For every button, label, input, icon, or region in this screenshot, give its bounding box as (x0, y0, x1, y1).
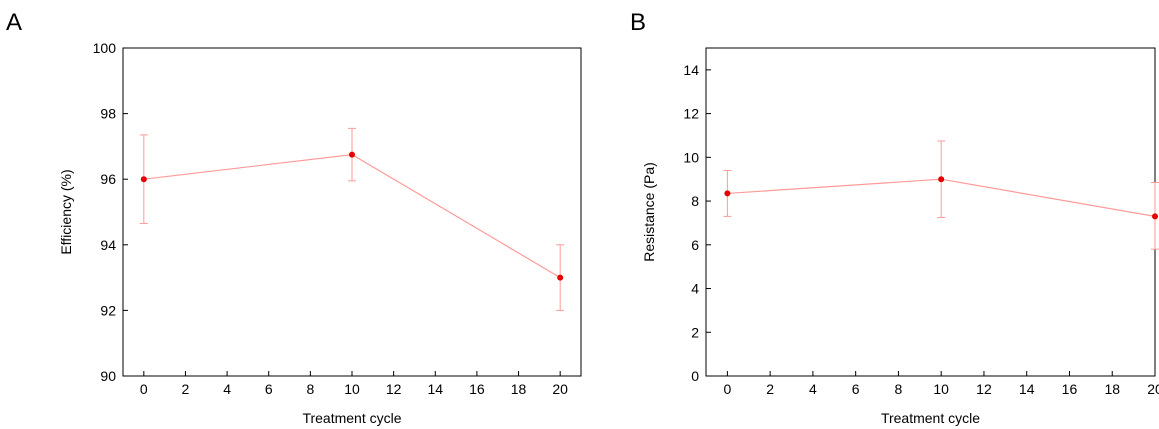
x-tick-label: 8 (895, 381, 903, 397)
y-tick-label: 96 (100, 171, 116, 187)
panel-a: A 0 2 4 6 8 10 12 14 16 18 20 90 92 94 96 98 100 Treatme… (6, 9, 582, 426)
plot-frame (705, 47, 1156, 377)
y-tick-label: 6 (691, 237, 699, 253)
y-tick-label: 4 (691, 281, 699, 297)
y-tick-label: 8 (691, 193, 699, 209)
y-tick-label: 0 (691, 368, 699, 384)
panel-b: B 0 2 4 6 8 10 12 14 16 18 20 0 2 4 6 8 10 12 14 Treatment… (630, 9, 1159, 426)
x-tick-label: 10 (344, 381, 360, 397)
x-tick-label: 2 (766, 381, 774, 397)
y-tick-label: 98 (100, 106, 116, 122)
x-axis-label: Treatment cycle (302, 410, 401, 426)
x-tick-label: 4 (809, 381, 817, 397)
y-tick-label: 14 (683, 62, 699, 78)
y-tick-label: 94 (100, 237, 116, 253)
data-point (938, 176, 945, 183)
x-tick-label: 14 (1019, 381, 1035, 397)
x-tick-label: 14 (427, 381, 443, 397)
x-tick-label: 6 (265, 381, 273, 397)
x-axis-label: Treatment cycle (881, 410, 980, 426)
y-tick-label: 12 (683, 106, 699, 122)
x-tick-label: 18 (1104, 381, 1120, 397)
y-axis-label: Resistance (Pa) (641, 162, 657, 262)
x-tick-label: 16 (1062, 381, 1078, 397)
y-axis-label: Efficiency (%) (58, 169, 74, 254)
x-tick-label: 20 (552, 381, 568, 397)
x-tick-label: 4 (223, 381, 231, 397)
x-tick-label: 2 (182, 381, 190, 397)
x-tick-label: 12 (386, 381, 402, 397)
y-tick-label: 90 (100, 368, 116, 384)
data-point (140, 176, 147, 183)
x-tick-label: 0 (723, 381, 731, 397)
x-tick-label: 0 (140, 381, 148, 397)
x-tick-label: 12 (976, 381, 992, 397)
panel-label-a: A (6, 9, 22, 36)
data-point (1152, 213, 1158, 220)
x-tick-label: 10 (933, 381, 949, 397)
data-point (557, 274, 564, 281)
data-point (724, 190, 731, 197)
data-point (349, 151, 355, 158)
x-tick-label: 8 (306, 381, 314, 397)
y-tick-label: 2 (691, 324, 699, 340)
y-tick-label: 10 (683, 149, 699, 165)
x-tick-label: 20 (1147, 381, 1159, 397)
x-tick-label: 18 (511, 381, 527, 397)
plot-frame (122, 47, 582, 377)
x-tick-label: 16 (469, 381, 485, 397)
x-tick-label: 6 (852, 381, 860, 397)
y-tick-label: 100 (93, 40, 117, 56)
panel-label-b: B (630, 9, 646, 36)
y-tick-label: 92 (100, 302, 116, 318)
